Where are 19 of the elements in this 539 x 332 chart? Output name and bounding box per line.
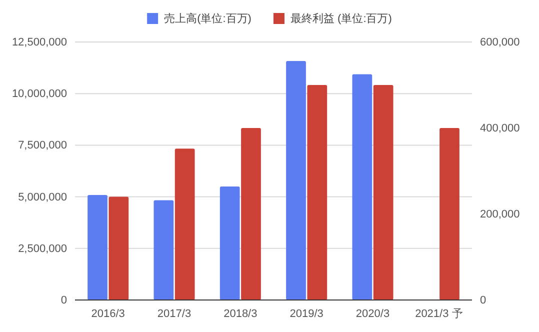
x-tick-label: 2017/3 xyxy=(157,308,192,320)
y-tick-label: 5,000,000 xyxy=(18,191,67,204)
x-tick-label: 2018/3 xyxy=(224,308,258,320)
y2-tick-label: 400,000 xyxy=(480,122,520,135)
y-tick-label: 12,500,000 xyxy=(12,36,67,49)
x-tick-label: 2020/3 xyxy=(356,308,390,320)
y-tick-label: 7,500,000 xyxy=(18,140,67,152)
x-tick-label: 2021/3 予 xyxy=(415,308,463,320)
y-tick-label: 2,500,000 xyxy=(18,242,67,255)
y-tick-label: 0 xyxy=(60,294,67,307)
x-tick-label: 2016/3 xyxy=(91,308,125,320)
y2-tick-label: 200,000 xyxy=(480,208,520,221)
y2-tick-label: 600,000 xyxy=(480,36,520,49)
legend-label: 売上高(単位:百万) xyxy=(164,12,252,25)
y-tick-label: 10,000,000 xyxy=(12,88,67,100)
x-tick-label: 2019/3 xyxy=(290,308,324,320)
y2-tick-label: 0 xyxy=(480,294,486,307)
bar xyxy=(440,128,460,300)
legend-label: 最終利益 (単位:百万) xyxy=(290,12,392,25)
